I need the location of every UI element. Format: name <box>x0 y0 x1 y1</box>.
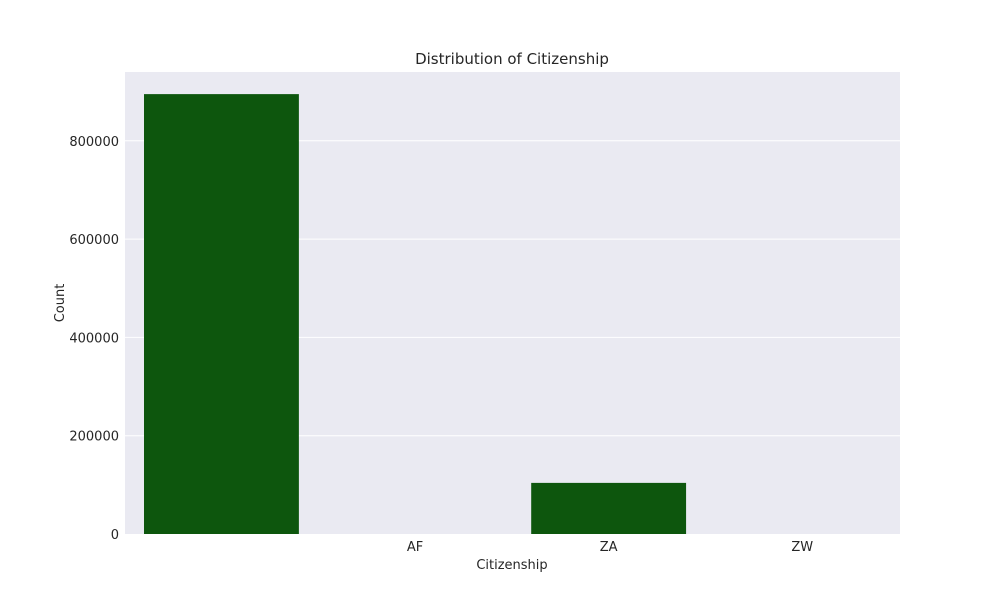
bar-blank <box>144 94 299 535</box>
y-tick-label: 200000 <box>69 430 119 445</box>
x-tick-label-AF: AF <box>407 540 423 555</box>
y-axis-label: Count <box>53 284 68 323</box>
bar-ZA <box>531 482 687 534</box>
x-tick-label-ZA: ZA <box>600 540 618 555</box>
x-tick-labels: AF ZA ZW <box>407 540 813 555</box>
x-axis-label: Citizenship <box>476 558 547 573</box>
x-tick-label-ZW: ZW <box>791 540 813 555</box>
y-tick-labels: 0 200000 400000 600000 800000 <box>69 135 119 543</box>
bars <box>144 94 687 535</box>
y-tick-label: 600000 <box>69 233 119 248</box>
chart-title: Distribution of Citizenship <box>415 50 609 68</box>
y-tick-label: 0 <box>111 528 119 543</box>
y-tick-label: 400000 <box>69 331 119 346</box>
y-tick-label: 800000 <box>69 135 119 150</box>
